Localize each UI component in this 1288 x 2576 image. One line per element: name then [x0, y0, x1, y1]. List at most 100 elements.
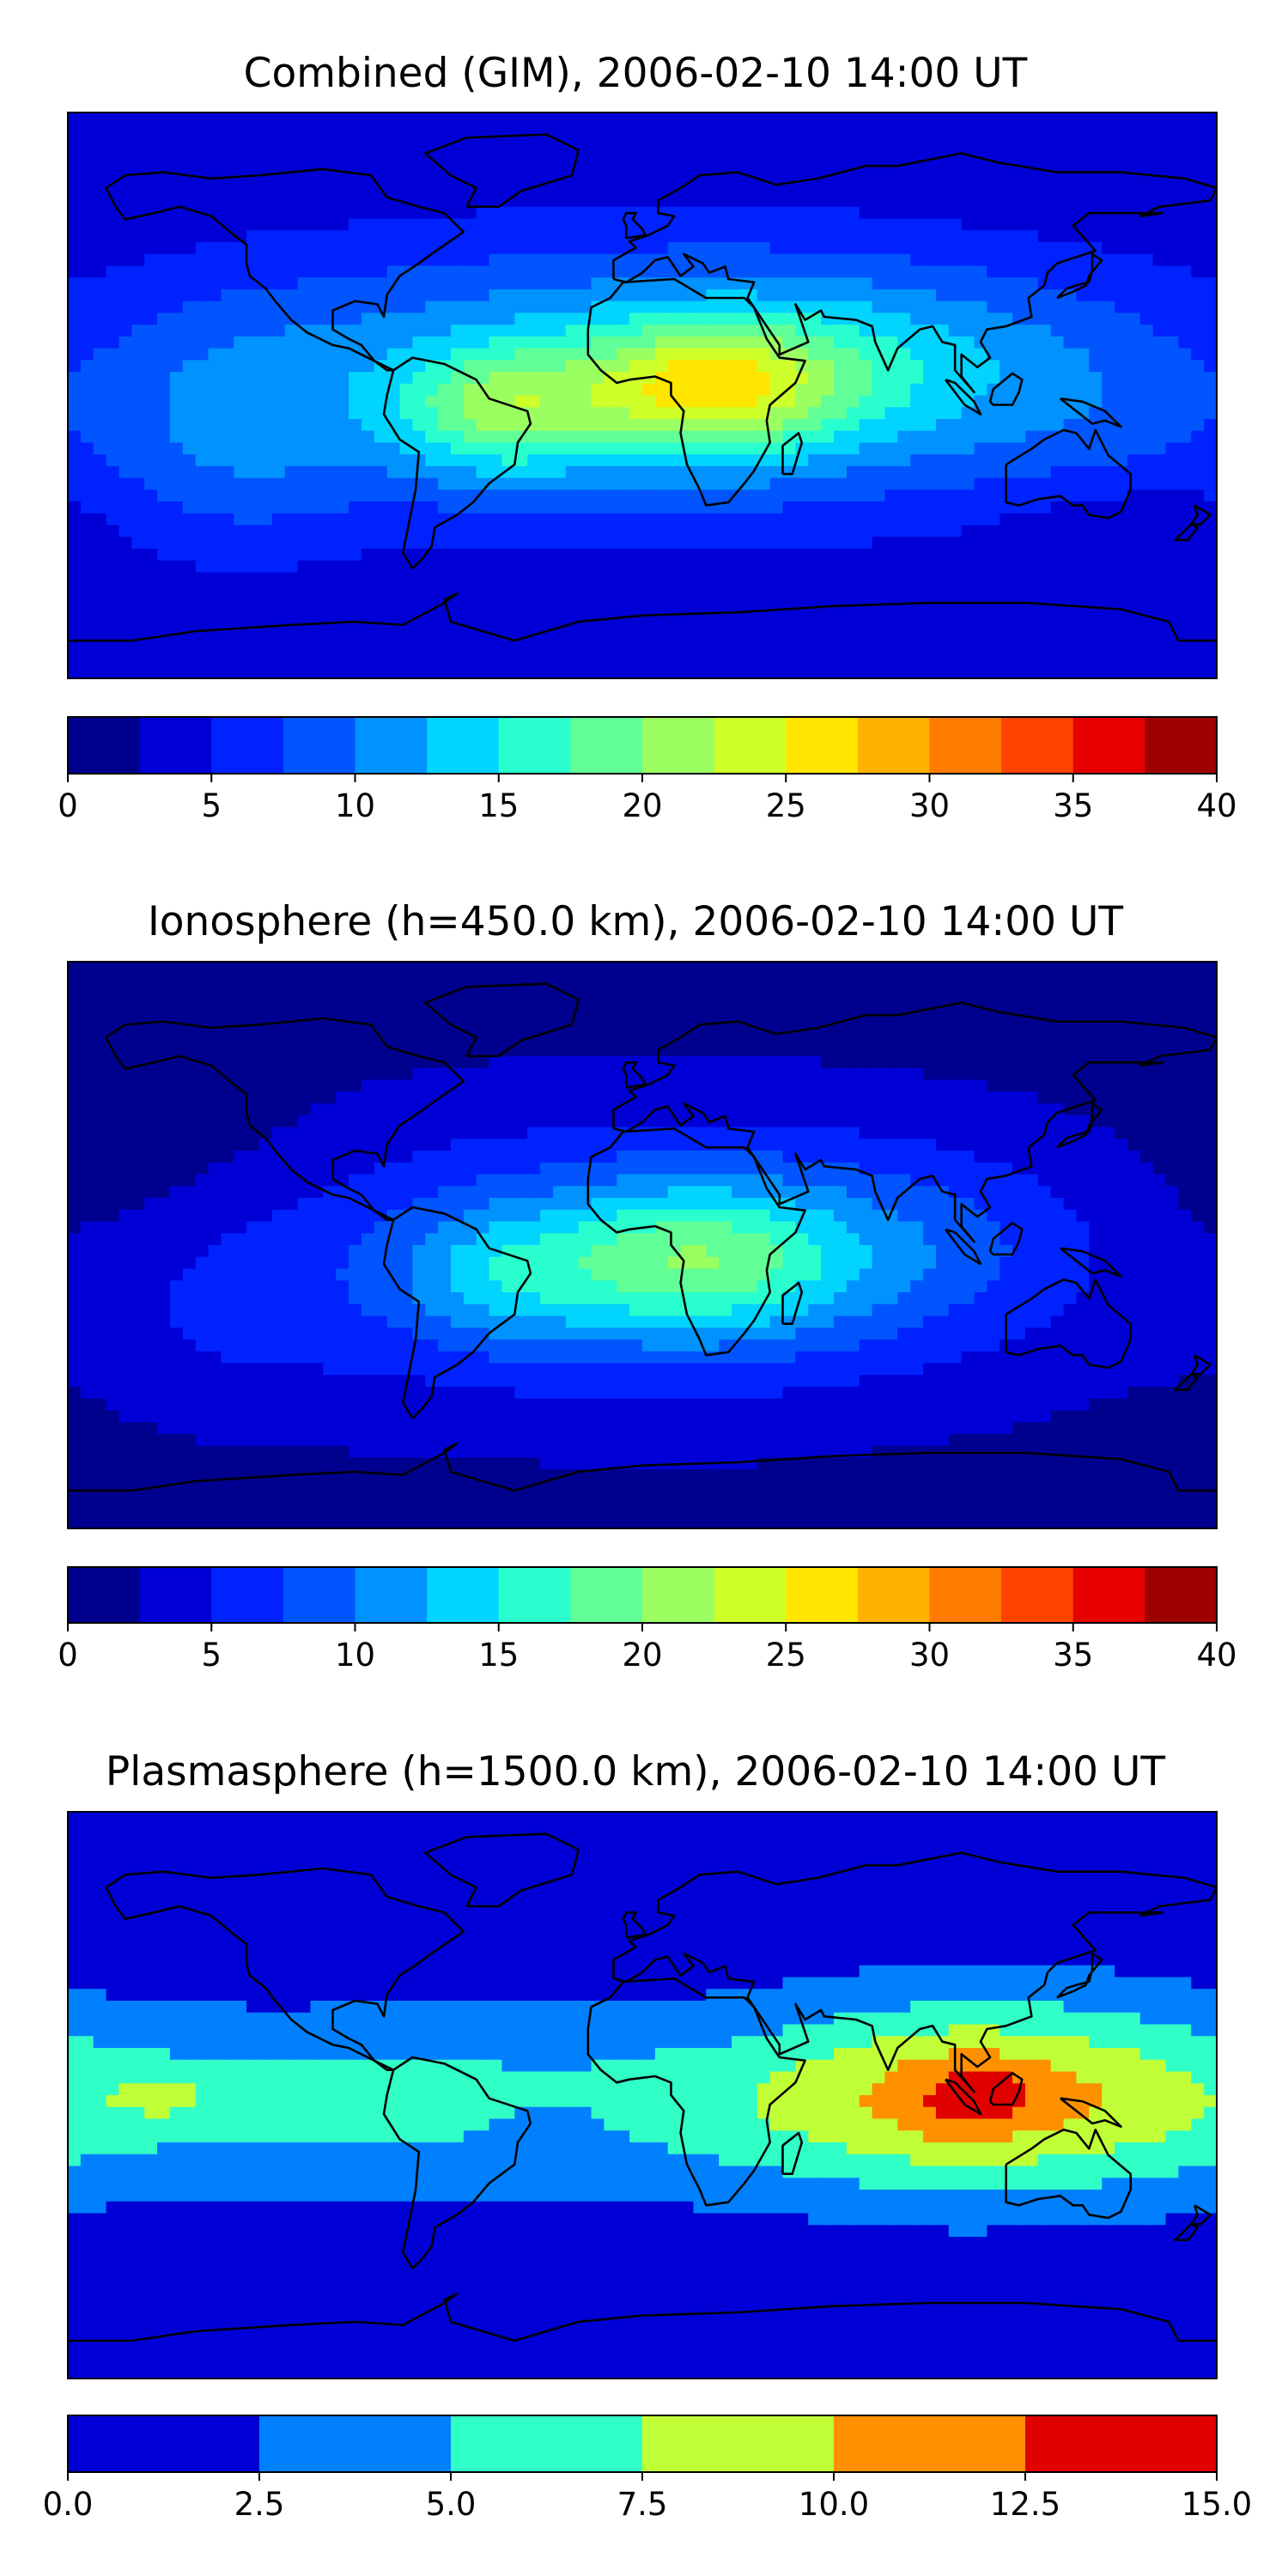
coast-new-guinea [1060, 397, 1122, 428]
colorbar-segment [786, 1567, 859, 1623]
map-frame [67, 1811, 1218, 2379]
coast-eurasia [612, 1851, 1217, 2093]
colorbar-segment [211, 1567, 284, 1623]
colorbar-segment [1145, 1567, 1218, 1623]
coast-south-america [382, 2056, 532, 2269]
colorbar-tick-label: 10 [335, 1637, 375, 1674]
colorbar: 0 5 10 15 20 25 30 35 40 [58, 1566, 1237, 1674]
coast-africa [586, 1978, 806, 2207]
coast-antarctica [68, 2292, 1217, 2342]
coast-north-america [105, 1017, 465, 1221]
colorbar-segment [642, 1567, 715, 1623]
coast-africa [586, 1127, 806, 1357]
colorbar-tick-label: 25 [766, 787, 806, 824]
colorbar-segment [427, 1567, 500, 1623]
colorbar-segment [834, 2415, 1026, 2472]
coast-new-guinea [1060, 2097, 1122, 2128]
coast-borneo [988, 2072, 1024, 2106]
colorbar-segment [929, 1567, 1002, 1623]
coastlines [68, 1832, 1217, 2342]
colorbar-tick-label: 5 [201, 1637, 222, 1674]
colorbar-segment [857, 717, 931, 774]
coast-new-zealand [1190, 1354, 1212, 1376]
coast-australia [1005, 2129, 1132, 2220]
coast-north-america [105, 1867, 465, 2071]
coast-japan [1056, 1102, 1103, 1149]
colorbar-tick-label: 0 [58, 1637, 78, 1674]
colorbar-tick-label: 35 [1053, 1637, 1093, 1674]
coast-japan [1056, 1952, 1103, 1999]
colorbar-segment [139, 717, 212, 774]
colorbar: 0.0 2.5 5.0 7.5 10.0 12.5 15.0 [43, 2415, 1252, 2523]
colorbar-tick-label: 15 [478, 787, 519, 824]
colorbar-tick-label: 10.0 [799, 2486, 869, 2523]
plasmasphere-panel: Plasmasphere (h=1500.0 km), 2006-02-10 1… [43, 1748, 1253, 2523]
colorbar-tick-label: 30 [909, 787, 950, 824]
coast-japan [1056, 252, 1103, 300]
coast-sumatra [945, 1228, 982, 1266]
colorbar-tick-label: 0 [58, 787, 78, 824]
colorbar-segment [498, 717, 571, 774]
colorbar-tick-label: 25 [766, 1637, 806, 1674]
colorbar-segment [714, 717, 787, 774]
colorbar-tick-label: 0.0 [43, 2486, 94, 2523]
colorbar-segment [139, 1567, 212, 1623]
colorbar-segment [1001, 1567, 1074, 1623]
panel-title: Combined (GIM), 2006-02-10 14:00 UT [244, 50, 1028, 97]
colorbar-tick-label: 12.5 [990, 2486, 1060, 2523]
colorbar-segment [68, 1567, 141, 1623]
colorbar-tick-label: 5.0 [426, 2486, 477, 2523]
colorbar-tick-label: 20 [622, 787, 662, 824]
coast-british-isles [622, 211, 647, 240]
colorbar-segment [498, 1567, 571, 1623]
colorbar-segment [642, 717, 715, 774]
coast-antarctica [68, 592, 1217, 642]
coast-madagascar [781, 432, 804, 476]
coast-south-america [382, 356, 532, 570]
coast-sumatra [945, 378, 982, 416]
map-frame [67, 112, 1218, 679]
coast-new-zealand-south [1174, 2223, 1199, 2241]
coast-greenland [423, 133, 580, 209]
colorbar: 0 5 10 15 20 25 30 35 40 [58, 716, 1237, 824]
colorbar-segment [929, 717, 1002, 774]
coast-new-guinea [1060, 1247, 1122, 1278]
coast-new-zealand-south [1174, 523, 1199, 542]
colorbar-segment [427, 717, 500, 774]
coast-eurasia [612, 1001, 1217, 1243]
colorbar-segment [570, 1567, 643, 1623]
coast-africa [586, 277, 806, 507]
contour-field [68, 112, 1217, 678]
coast-greenland [423, 1832, 580, 1908]
colorbar-segment [283, 1567, 356, 1623]
colorbar-segment [570, 717, 643, 774]
colorbar-segment [1145, 717, 1218, 774]
colorbar-segment [857, 1567, 931, 1623]
colorbar-tick-label: 35 [1053, 787, 1093, 824]
colorbar-tick-label: 15 [478, 1637, 519, 1674]
coast-new-zealand [1190, 504, 1212, 526]
colorbar-segment [1001, 717, 1074, 774]
colorbar-tick-label: 5 [201, 787, 222, 824]
coast-sumatra [945, 2078, 982, 2116]
coast-australia [1005, 1279, 1132, 1370]
coast-borneo [988, 372, 1024, 406]
coast-british-isles [622, 1911, 647, 1939]
colorbar-segment [1072, 1567, 1145, 1623]
panel-title: Ionosphere (h=450.0 km), 2006-02-10 14:0… [148, 898, 1123, 945]
panel-title: Plasmasphere (h=1500.0 km), 2006-02-10 1… [106, 1748, 1165, 1795]
colorbar-tick-label: 40 [1196, 787, 1236, 824]
colorbar-segment [451, 2415, 643, 2472]
map-frame [67, 961, 1218, 1529]
coast-borneo [988, 1222, 1024, 1256]
coast-antarctica [68, 1442, 1217, 1492]
colorbar-segment [714, 1567, 787, 1623]
coast-greenland [423, 982, 580, 1058]
coast-north-america [105, 167, 465, 372]
colorbar-segment [642, 2415, 835, 2472]
coast-eurasia [612, 152, 1217, 394]
colorbar-segment [259, 2415, 452, 2472]
colorbar-segment [283, 717, 356, 774]
colorbar-segment [1025, 2415, 1218, 2472]
